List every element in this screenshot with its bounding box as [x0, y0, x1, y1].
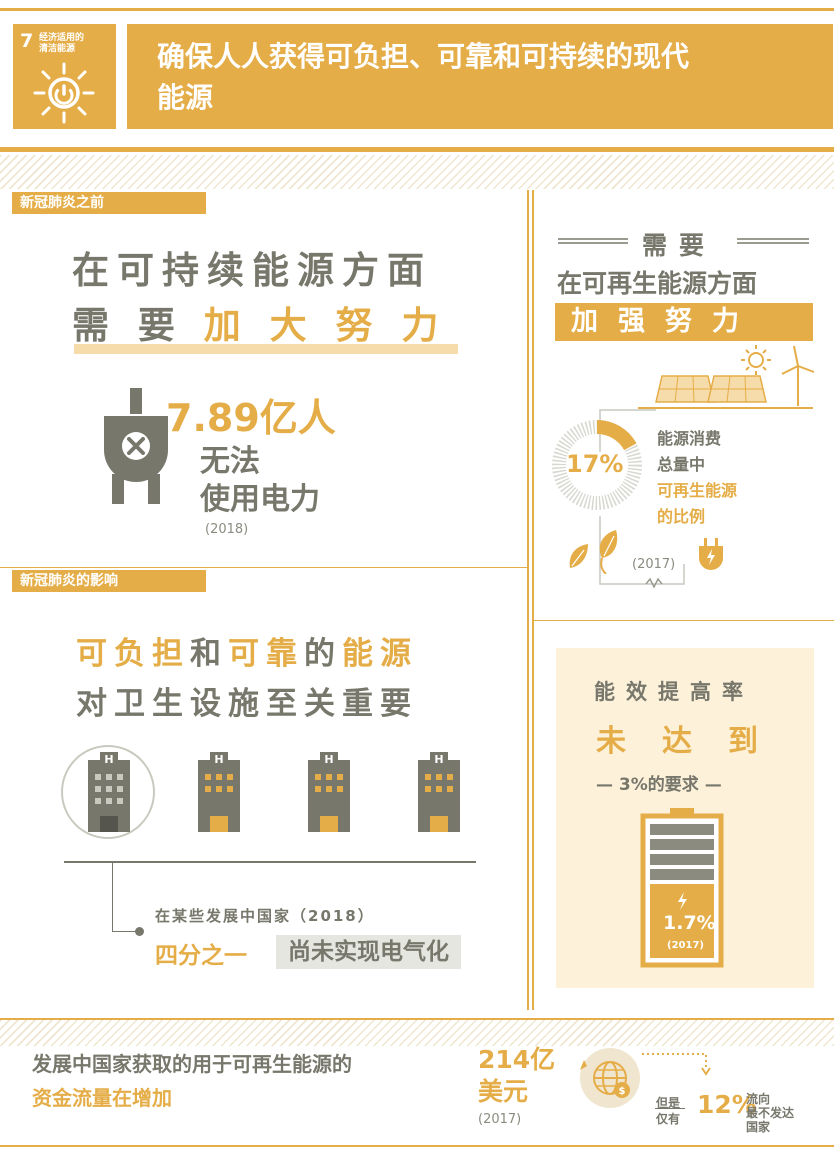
hatch-band	[0, 1020, 834, 1046]
svg-text:H: H	[104, 753, 113, 766]
share-text-4: 的比例	[657, 507, 706, 526]
bottom-rule	[0, 1018, 834, 1020]
finance-amount-1: 214亿	[478, 1045, 556, 1074]
affordable: 可负担	[76, 636, 190, 672]
headline-need: 需 要	[72, 304, 204, 347]
horizontal-divider	[534, 620, 834, 621]
share-text-1: 能源消费	[657, 429, 722, 448]
title-line-1: 确保人人获得可负担、可靠和可持续的现代	[157, 40, 690, 73]
year-label: (2017)	[478, 1112, 522, 1127]
ldc-text-2: 最不发达	[746, 1106, 795, 1120]
share-text-3: 可再生能源	[657, 481, 738, 500]
renewables-aspect: 在可再生能源方面	[557, 269, 758, 298]
solar-panel-icon	[638, 345, 815, 409]
not-electrified: 尚未实现电气化	[276, 935, 461, 969]
of: 的	[304, 636, 342, 672]
headline-underline	[74, 344, 458, 354]
section-tag-before-covid: 新冠肺炎之前	[12, 192, 206, 214]
no-access-text-1: 无法	[200, 444, 260, 479]
header-bottom-rule	[0, 147, 834, 152]
svg-text:H: H	[324, 753, 333, 766]
year-label: (2017)	[667, 940, 704, 951]
wind-turbine-icon	[781, 345, 815, 406]
sustainable-headline-2: 需 要 加 大 努 力	[72, 295, 446, 349]
sdg-goal-tile: 7 经济适用的 清洁能源	[13, 24, 116, 129]
callout-line	[112, 931, 140, 932]
horizontal-divider	[0, 567, 527, 568]
year-label: (2017)	[632, 557, 676, 572]
some-developing-countries: 在某些发展中国家（2018）	[155, 907, 375, 925]
page-title: 确保人人获得可负担、可靠和可持续的现代 能源	[127, 24, 833, 129]
and: 和	[190, 636, 228, 672]
globe-dollar-icon: $	[580, 1048, 640, 1108]
ldc-text-1: 流向	[746, 1092, 771, 1106]
hospital-building-icon: H	[308, 752, 350, 832]
reliable: 可靠	[228, 636, 304, 672]
buildings-baseline	[64, 861, 476, 863]
renewable-share-donut	[552, 420, 642, 510]
goal-number: 7	[20, 30, 34, 52]
strengthen-efforts: 加强努力	[555, 303, 813, 341]
finance-text-1: 发展中国家获取的用于可再生能源的	[32, 1052, 352, 1076]
vertical-divider	[527, 190, 529, 1010]
bottom-rule	[0, 1145, 834, 1147]
callout-dot	[135, 927, 144, 936]
header-top-rule	[0, 8, 834, 11]
vertical-divider	[532, 190, 534, 1010]
headline-more-effort: 加 大 努 力	[203, 304, 447, 347]
renewable-share-percent: 17%	[566, 450, 624, 478]
need-label: 需要	[642, 231, 717, 260]
but-text: 但是	[656, 1096, 681, 1110]
donut-share-arc	[552, 420, 642, 510]
finance-amount-2: 美元	[478, 1077, 529, 1106]
efficiency-rate: 能效提高率	[594, 680, 754, 704]
underline	[655, 1108, 685, 1109]
one-quarter: 四分之一	[155, 943, 247, 969]
svg-text:H: H	[214, 753, 223, 766]
hatch-band	[0, 155, 834, 189]
share-text-2: 总量中	[657, 455, 706, 474]
goal-label: 经济适用的 清洁能源	[39, 33, 85, 54]
sun-power-icon	[33, 62, 95, 124]
sustainable-headline-1: 在可持续能源方面	[72, 249, 432, 292]
title-line-2: 能源	[157, 81, 214, 114]
impact-headline-1: 可负担和可靠的能源	[76, 628, 418, 673]
energy: 能源	[342, 636, 418, 672]
svg-text:H: H	[434, 753, 443, 766]
battery-icon	[640, 808, 724, 968]
double-rule	[558, 238, 628, 244]
svg-text:$: $	[619, 1086, 626, 1097]
not-reached: 未达到	[596, 724, 794, 759]
ldc-text-3: 国家	[746, 1120, 771, 1134]
hospital-buildings: H H H H	[61, 745, 460, 839]
impact-headline-2: 对卫生设施至关重要	[76, 686, 418, 722]
ldc-percent: 12%	[697, 1090, 757, 1119]
only-text: 仅有	[656, 1112, 681, 1126]
hospital-building-icon: H	[418, 752, 460, 832]
efficiency-requirement: — 3%的要求 —	[596, 775, 722, 795]
sun-icon	[741, 345, 771, 375]
section-tag-covid-impact: 新冠肺炎的影响	[12, 570, 206, 592]
callout-line	[112, 862, 113, 932]
hospital-building-icon: H	[198, 752, 240, 832]
unplugged-plug-icon	[104, 388, 168, 504]
double-rule	[737, 238, 809, 244]
leaf-icon	[569, 530, 618, 574]
people-without-power: 7.89亿人	[166, 396, 336, 440]
flow-arrow	[642, 1053, 711, 1076]
no-access-text-2: 使用电力	[200, 482, 320, 517]
plug-bolt-icon	[699, 538, 723, 570]
hospital-building-icon: H	[88, 752, 130, 832]
year-label: (2018)	[205, 522, 249, 537]
efficiency-percent: 1.7%	[663, 912, 716, 934]
finance-text-2: 资金流量在增加	[32, 1086, 172, 1110]
